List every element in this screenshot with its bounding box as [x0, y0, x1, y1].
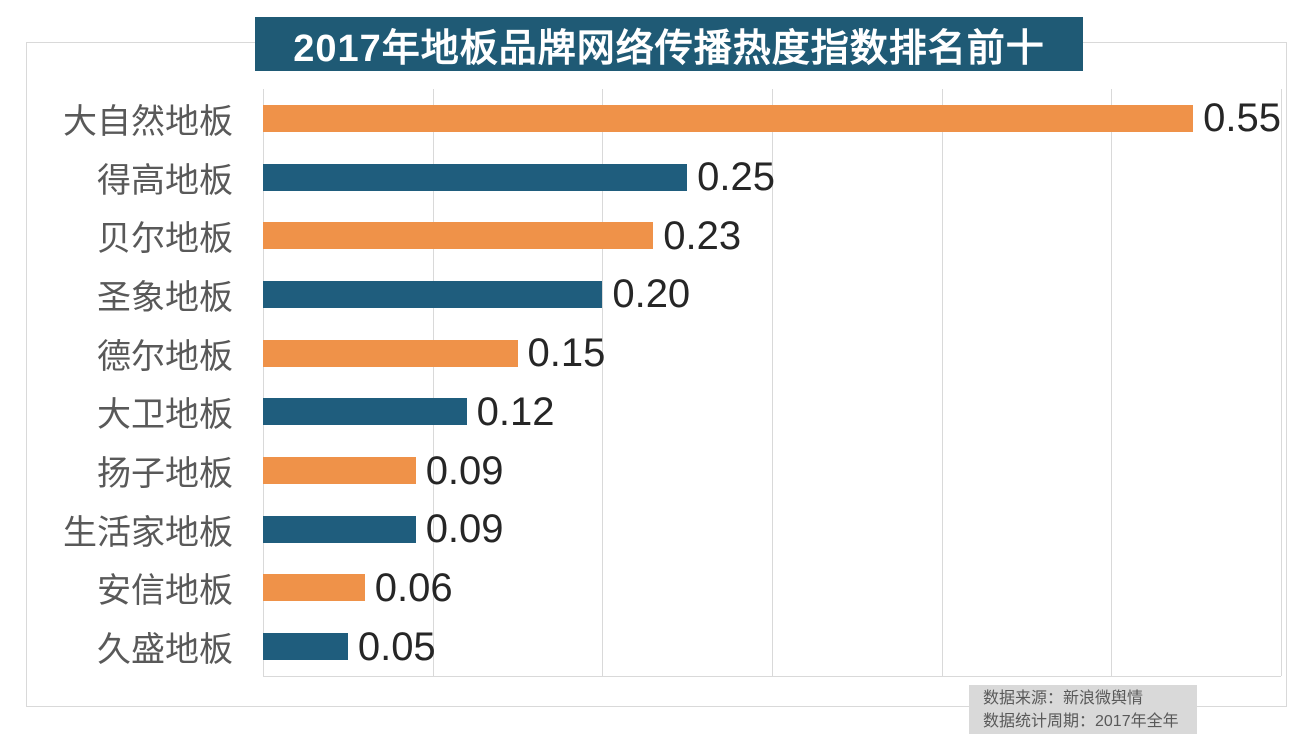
label-row: 德尔地板	[27, 324, 251, 383]
bar-row: 0.12	[263, 383, 1281, 442]
value-label: 0.25	[697, 155, 776, 200]
value-label: 0.06	[374, 565, 453, 610]
bar	[263, 280, 603, 308]
chart-title: 2017年地板品牌网络传播热度指数排名前十	[293, 27, 1045, 70]
bar	[263, 104, 1194, 132]
category-label: 生活家地板	[63, 513, 233, 552]
bar	[263, 339, 518, 367]
bar-row: 0.15	[263, 324, 1281, 383]
category-label: 德尔地板	[97, 337, 233, 376]
bar	[263, 633, 348, 661]
value-label: 0.05	[357, 624, 436, 669]
gridline	[941, 89, 943, 676]
value-label: 0.20	[612, 272, 691, 317]
label-row: 得高地板	[27, 148, 251, 207]
label-row: 生活家地板	[27, 500, 251, 559]
bar-row: 0.20	[263, 265, 1281, 324]
bar-row: 0.23	[263, 206, 1281, 265]
label-row: 扬子地板	[27, 441, 251, 500]
bar	[263, 398, 467, 426]
value-label: 0.12	[476, 389, 555, 434]
category-label: 大自然地板	[63, 102, 233, 141]
gridline	[772, 89, 773, 676]
source-note-line1: 数据来源：新浪微舆情	[983, 690, 1144, 707]
bar	[263, 163, 688, 191]
bar-rows: 0.55 0.25 0.23 0.20 0.15 0.12 0.09 0.09 0.06 0.05	[263, 89, 1281, 676]
label-row: 大卫地板	[27, 383, 251, 442]
label-row: 大自然地板	[27, 89, 251, 148]
value-label: 0.09	[425, 448, 504, 493]
label-row: 安信地板	[27, 559, 251, 618]
bar-row: 0.55	[263, 89, 1281, 148]
value-label: 0.23	[663, 213, 742, 258]
category-label: 贝尔地板	[97, 220, 233, 259]
source-note-box: 数据来源：新浪微舆情 数据统计周期：2017年全年	[969, 685, 1197, 734]
category-label: 扬子地板	[97, 455, 233, 494]
category-label: 大卫地板	[97, 396, 233, 435]
bar	[263, 515, 416, 543]
bar	[263, 457, 416, 485]
bar-row: 0.09	[263, 500, 1281, 559]
label-row: 圣象地板	[27, 265, 251, 324]
gridline	[263, 89, 264, 676]
bar-row: 0.06	[263, 559, 1281, 618]
label-row: 贝尔地板	[27, 206, 251, 265]
bar	[263, 222, 654, 250]
gridline	[432, 89, 434, 676]
label-row: 久盛地板	[27, 617, 251, 676]
source-note-line2: 数据统计周期：2017年全年	[983, 713, 1179, 730]
category-label: 久盛地板	[97, 631, 233, 670]
bar-row: 0.25	[263, 148, 1281, 207]
chart-frame: 2017年地板品牌网络传播热度指数排名前十 大自然地板得高地板贝尔地板圣象地板德…	[26, 17, 1287, 734]
category-label: 得高地板	[97, 161, 233, 200]
plot-area: 0.55 0.25 0.23 0.20 0.15 0.12 0.09 0.09 0.06 0.05	[263, 89, 1282, 677]
bar	[263, 574, 365, 602]
value-label: 0.09	[425, 507, 504, 552]
gridline	[1281, 89, 1282, 676]
chart-title-banner: 2017年地板品牌网络传播热度指数排名前十	[255, 17, 1083, 71]
value-label: 0.55	[1203, 96, 1281, 141]
gridline	[1111, 89, 1113, 676]
category-label: 安信地板	[97, 572, 233, 611]
category-axis: 大自然地板得高地板贝尔地板圣象地板德尔地板大卫地板扬子地板生活家地板安信地板久盛…	[27, 89, 251, 676]
bar-row: 0.05	[263, 617, 1281, 676]
category-label: 圣象地板	[97, 278, 233, 317]
value-label: 0.15	[527, 331, 606, 376]
gridline	[602, 89, 604, 676]
bar-row: 0.09	[263, 441, 1281, 500]
